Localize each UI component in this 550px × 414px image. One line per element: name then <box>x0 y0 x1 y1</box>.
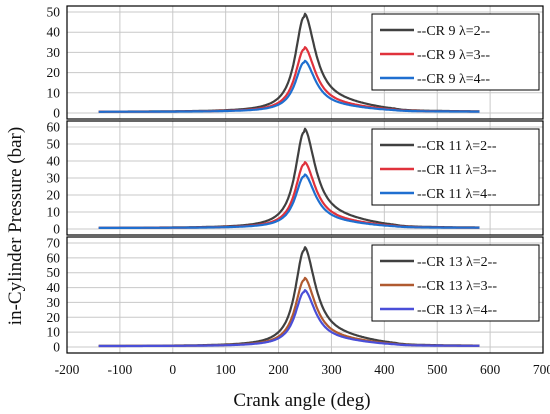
legend-label: --CR 13 λ=4-- <box>417 303 497 318</box>
x-axis-ticks: -200 -100 0 100 200 300 400 500 600 700 <box>55 362 550 377</box>
y-tick-label: 40 <box>47 154 61 169</box>
y-tick-label: 0 <box>53 106 60 121</box>
legend-label: --CR 13 λ=2-- <box>417 255 497 270</box>
panel-frame <box>66 120 544 236</box>
y-tick-label: 20 <box>47 310 61 325</box>
x-tick-label: 700 <box>533 362 550 377</box>
y-tick-label: 40 <box>47 280 61 295</box>
y-tick-label: 50 <box>47 5 61 20</box>
x-tick-label: -100 <box>108 362 133 377</box>
series-line-3 <box>98 289 480 348</box>
y-tick-label: 0 <box>53 222 60 237</box>
y-tick-label: 0 <box>53 340 60 355</box>
y-tick-label: 10 <box>47 325 61 340</box>
x-tick-label: 400 <box>374 362 395 377</box>
panel-2: 0 10 20 30 40 50 60 --CR 11 λ=2-- --CR 11 λ=3-- -… <box>47 120 544 237</box>
panel-frame <box>66 236 544 354</box>
legend-label: --CR 9 λ=3-- <box>417 48 490 63</box>
legend-label: --CR 9 λ=4-- <box>417 72 490 87</box>
legend-label: --CR 13 λ=3-- <box>417 279 497 294</box>
series-line-3 <box>98 173 480 229</box>
y-tick-label: 30 <box>47 295 61 310</box>
y-axis-label: in-Cylinder Pressure (bar) <box>5 127 26 325</box>
y-tick-label: 30 <box>47 45 61 60</box>
y-tick-label: 50 <box>47 137 61 152</box>
legend-label: --CR 11 λ=2-- <box>417 139 497 154</box>
y-tick-label: 30 <box>47 171 61 186</box>
series-line-3 <box>98 59 480 113</box>
x-tick-label: 500 <box>427 362 448 377</box>
y-tick-label: 60 <box>47 120 61 135</box>
x-tick-label: 0 <box>169 362 176 377</box>
y-tick-label: 40 <box>47 25 61 40</box>
legend-label: --CR 11 λ=4-- <box>417 187 497 202</box>
legend-label: --CR 9 λ=2-- <box>417 24 490 39</box>
panel-frame <box>66 5 544 120</box>
x-tick-label: 600 <box>480 362 501 377</box>
x-axis-label: Crank angle (deg) <box>233 390 370 411</box>
y-tick-label: 20 <box>47 188 61 203</box>
y-tick-label: 60 <box>47 250 61 265</box>
y-tick-label: 50 <box>47 265 61 280</box>
y-tick-label: 10 <box>47 205 61 220</box>
x-tick-label: 200 <box>268 362 289 377</box>
x-tick-label: -200 <box>55 362 80 377</box>
y-tick-label: 10 <box>47 85 61 100</box>
x-tick-label: 300 <box>321 362 342 377</box>
panel-1: 0 10 20 30 40 50 --CR 9 λ=2-- --CR 9 λ=3-- --CR … <box>47 5 544 121</box>
y-tick-label: 70 <box>47 236 61 251</box>
legend-label: --CR 11 λ=3-- <box>417 163 497 178</box>
x-tick-label: 100 <box>216 362 237 377</box>
y-tick-label: 20 <box>47 65 61 80</box>
